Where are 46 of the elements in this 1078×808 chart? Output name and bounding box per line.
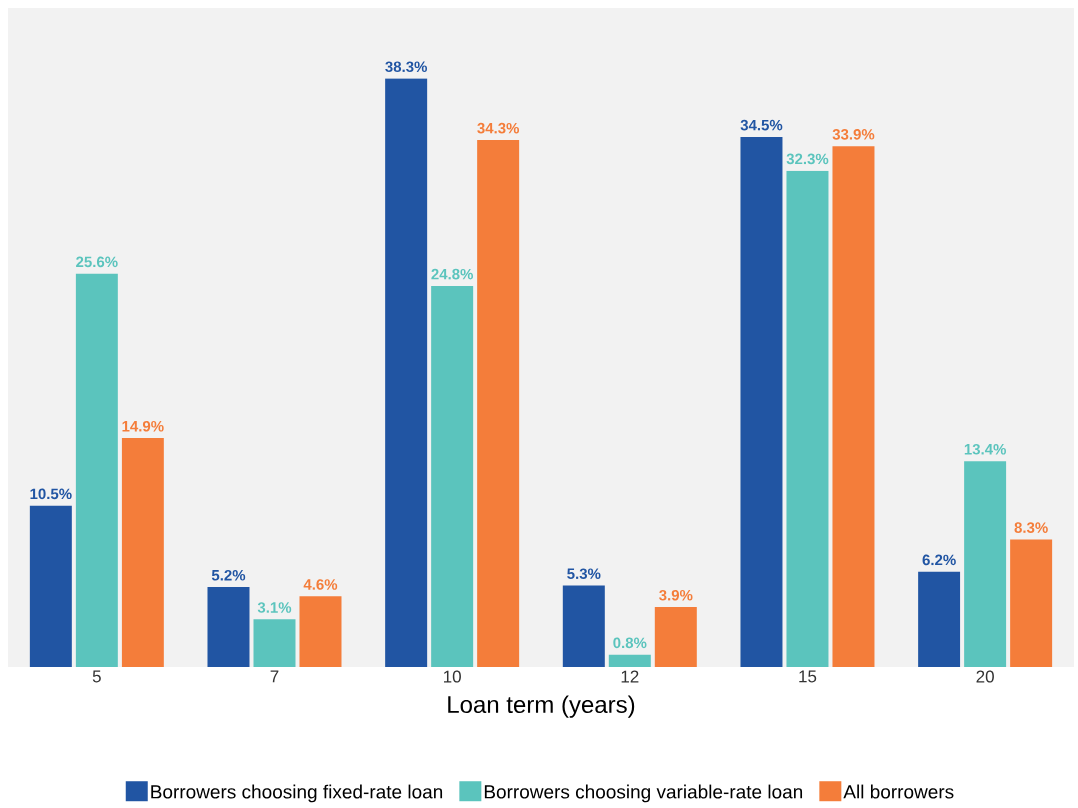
bar: [562, 585, 605, 667]
bar: [299, 596, 342, 667]
bar: [121, 438, 164, 667]
data-label: 33.9%: [832, 129, 875, 140]
x-axis-title: Loan term (years): [448, 695, 635, 718]
data-label: 14.9%: [122, 420, 164, 432]
data-label: 5.2%: [211, 569, 246, 581]
bar: [207, 587, 250, 667]
bar: [385, 78, 428, 667]
x-tick-label: 15: [799, 670, 817, 683]
x-tick-label: 10: [444, 670, 461, 683]
legend-label: All borrowers: [843, 784, 954, 799]
bar: [654, 607, 697, 667]
data-label: 3.1%: [257, 602, 292, 613]
data-label: 32.3%: [786, 153, 829, 165]
x-tick-label: 12: [621, 670, 639, 683]
data-label: 38.3%: [385, 61, 428, 73]
bar: [608, 654, 651, 667]
bar: [964, 461, 1007, 667]
x-tick-label: 20: [976, 670, 994, 683]
bar: [918, 571, 961, 667]
data-label: 25.6%: [76, 256, 118, 268]
data-label: 6.2%: [922, 554, 956, 566]
x-tick-label: 7: [270, 670, 279, 683]
data-label: 3.9%: [659, 589, 693, 601]
data-label: 5.3%: [567, 568, 601, 580]
bar: [832, 146, 875, 667]
data-label: 34.3%: [477, 122, 520, 134]
data-label: 24.8%: [431, 268, 474, 280]
legend-label: Borrowers choosing variable-rate loan: [484, 784, 803, 803]
data-label: 13.4%: [964, 443, 1006, 455]
bar: [431, 286, 474, 667]
data-label: 34.5%: [740, 119, 783, 131]
bar: [786, 170, 829, 667]
bar: [29, 505, 72, 667]
data-label: 10.5%: [30, 488, 72, 500]
data-label: 4.6%: [303, 579, 338, 590]
bar: [1010, 539, 1053, 667]
bar: [477, 140, 520, 667]
data-label: 0.8%: [613, 637, 647, 649]
bar: [75, 273, 118, 667]
bar: [253, 619, 296, 667]
bar: [740, 136, 783, 667]
data-label: 8.3%: [1014, 522, 1048, 533]
x-tick-label: 5: [92, 670, 101, 683]
legend-label: Borrowers choosing fixed-rate loan: [151, 784, 443, 803]
